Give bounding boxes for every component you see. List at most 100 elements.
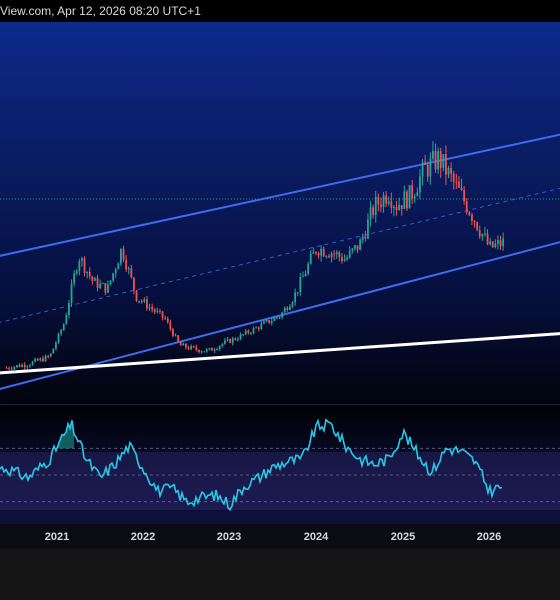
candle-body <box>463 189 466 202</box>
candle-body <box>252 327 255 333</box>
candle-body <box>172 328 174 336</box>
candle-body <box>104 283 107 293</box>
candle-body <box>419 176 421 193</box>
candle-body <box>120 248 122 264</box>
candle-body <box>88 271 91 277</box>
candle-body <box>341 256 343 262</box>
price-pane[interactable] <box>0 22 560 404</box>
candle-body <box>296 292 299 294</box>
candle-body <box>205 349 208 352</box>
candle-body <box>437 151 440 170</box>
candle-body <box>143 299 146 302</box>
candle-body <box>421 162 424 177</box>
candle-body <box>486 233 489 245</box>
candle-body <box>239 334 242 340</box>
candle-body <box>86 271 89 273</box>
lower-channel-line <box>0 241 560 390</box>
candle-body <box>315 251 317 254</box>
candle-body <box>94 278 96 281</box>
candle-body <box>8 367 11 369</box>
candle-body <box>390 201 393 208</box>
candle-body <box>127 268 130 270</box>
candle-body <box>374 196 377 216</box>
candle-body <box>78 261 81 271</box>
candle-body <box>299 277 302 293</box>
candle-body <box>281 312 284 318</box>
rsi-pane[interactable] <box>0 404 560 525</box>
candle-body <box>260 323 263 329</box>
candle-body <box>369 207 372 220</box>
candle-body <box>190 346 193 350</box>
candle-body <box>81 258 83 262</box>
candle-body <box>213 349 216 351</box>
candle-body <box>473 220 476 223</box>
candle-body <box>151 307 154 310</box>
candle-body <box>75 270 78 274</box>
candle-body <box>182 343 185 346</box>
rsi-band <box>0 452 560 510</box>
candle-body <box>52 348 55 354</box>
candle-body <box>159 310 161 312</box>
candle-body <box>499 240 502 247</box>
candle-body <box>5 367 8 369</box>
candle-body <box>237 339 239 341</box>
candle-body <box>452 173 455 182</box>
chart-header: View.com, Apr 12, 2026 08:20 UTC+1 <box>0 0 560 22</box>
candle-body <box>268 320 271 324</box>
candle-body <box>211 348 213 351</box>
candle-body <box>242 334 245 336</box>
candle-body <box>413 196 416 199</box>
candle-body <box>177 335 180 342</box>
candle-body <box>471 214 473 221</box>
candle-body <box>224 340 226 344</box>
candle-body <box>179 341 182 346</box>
candle-body <box>434 150 437 170</box>
candle-body <box>13 366 16 370</box>
candle-body <box>491 241 494 248</box>
candle-body <box>343 259 346 262</box>
time-label-2021: 2021 <box>44 531 70 543</box>
candle-body <box>198 349 200 353</box>
candle-body <box>439 151 442 168</box>
candle-body <box>270 321 273 324</box>
price-chart[interactable] <box>0 22 560 404</box>
candle-body <box>372 207 375 216</box>
candle-body <box>18 365 21 368</box>
candle-body <box>114 269 117 274</box>
rsi-chart[interactable] <box>0 405 560 525</box>
candle-body <box>304 273 307 277</box>
candle-body <box>494 243 497 248</box>
candle-body <box>192 346 195 348</box>
candle-body <box>458 181 460 188</box>
candle-body <box>140 300 143 302</box>
candle-body <box>406 191 408 209</box>
candle-body <box>385 195 388 204</box>
candle-body <box>138 300 141 302</box>
candle-body <box>465 201 468 213</box>
candle-body <box>109 280 112 285</box>
candle-body <box>91 276 94 281</box>
candle-body <box>65 315 68 325</box>
candle-body <box>257 327 260 329</box>
candle-body <box>221 343 224 346</box>
candle-body <box>302 276 304 278</box>
candle-body <box>31 361 34 366</box>
candle-body <box>309 253 312 264</box>
candle-body <box>450 167 453 174</box>
candle-body <box>395 207 398 211</box>
candle-body <box>367 219 369 239</box>
candle-body <box>328 256 330 258</box>
candle-body <box>429 158 432 177</box>
candle-body <box>23 364 26 368</box>
candle-body <box>60 330 63 334</box>
candle-body <box>265 320 268 322</box>
candle-body <box>164 317 167 319</box>
candle-body <box>455 181 458 183</box>
channel-midline <box>0 187 560 323</box>
candle-body <box>130 268 133 278</box>
candle-body <box>447 167 450 175</box>
candle-body <box>481 233 484 237</box>
candle-body <box>216 349 219 351</box>
candle-body <box>73 273 76 284</box>
candle-body <box>26 366 29 368</box>
